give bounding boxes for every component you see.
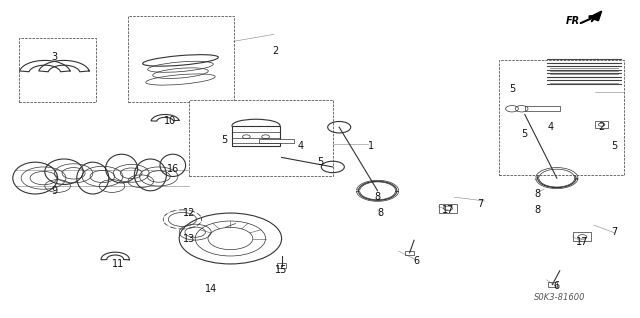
Text: 15: 15 [275,265,288,275]
Text: 5: 5 [221,135,227,145]
Text: 13: 13 [182,233,195,244]
FancyBboxPatch shape [525,106,560,111]
Text: 7: 7 [477,198,483,209]
FancyBboxPatch shape [232,126,280,146]
Text: 2: 2 [598,122,605,132]
FancyBboxPatch shape [548,282,557,287]
Text: 5: 5 [509,84,515,94]
Text: 2: 2 [272,46,278,56]
Polygon shape [589,11,602,21]
Text: 1: 1 [368,141,374,151]
Text: 7: 7 [611,227,618,237]
Text: 16: 16 [166,163,179,174]
Text: 14: 14 [205,284,218,294]
Text: 17: 17 [576,237,589,247]
Text: FR.: FR. [566,16,584,26]
Text: 6: 6 [413,256,419,266]
FancyBboxPatch shape [595,121,608,128]
Text: S0K3-81600: S0K3-81600 [534,293,586,302]
Text: 3: 3 [51,52,58,62]
Text: 8: 8 [534,189,541,199]
FancyBboxPatch shape [499,60,624,175]
Text: 8: 8 [378,208,384,218]
Text: 5: 5 [611,141,618,151]
Text: 6: 6 [554,281,560,291]
FancyBboxPatch shape [259,139,294,143]
Text: 9: 9 [51,186,58,196]
FancyBboxPatch shape [189,100,333,176]
Text: 5: 5 [317,157,323,167]
Text: 5: 5 [522,128,528,139]
FancyBboxPatch shape [405,251,414,255]
Text: 4: 4 [298,141,304,151]
FancyBboxPatch shape [439,204,457,213]
Text: 11: 11 [112,259,125,269]
FancyBboxPatch shape [19,38,96,102]
FancyBboxPatch shape [277,263,286,268]
FancyBboxPatch shape [573,232,591,241]
FancyBboxPatch shape [128,16,234,102]
Text: 10: 10 [163,116,176,126]
Text: 17: 17 [442,205,454,215]
Text: 8: 8 [374,192,381,202]
Text: 12: 12 [182,208,195,218]
Text: 8: 8 [534,205,541,215]
Text: 4: 4 [547,122,554,132]
